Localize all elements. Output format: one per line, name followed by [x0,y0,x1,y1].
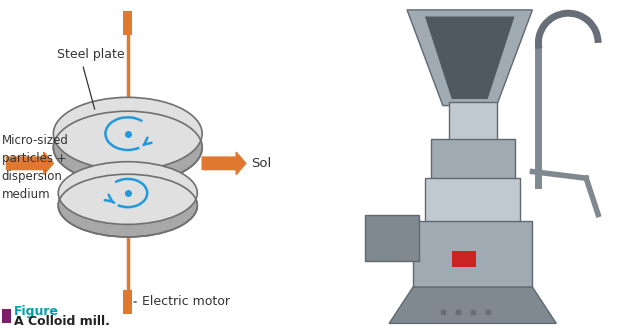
Ellipse shape [53,97,202,170]
Text: particles +: particles + [2,152,66,165]
Text: dispersion: dispersion [2,170,62,183]
Bar [452,251,476,267]
Text: Micro-sized: Micro-sized [2,134,68,147]
Text: medium: medium [2,188,50,201]
Bar [365,214,419,261]
Bar [123,290,132,314]
Text: Figure: Figure [14,305,58,318]
Text: Sol: Sol [251,157,271,170]
Text: Steel plate: Steel plate [57,48,124,61]
FancyArrow shape [6,152,53,175]
Polygon shape [58,193,197,206]
FancyArrow shape [202,152,246,175]
Polygon shape [53,134,202,148]
Text: Electric motor: Electric motor [142,295,230,309]
Bar [2,309,11,323]
Ellipse shape [58,162,197,224]
Bar [413,221,532,287]
Ellipse shape [53,111,202,184]
Polygon shape [425,16,514,99]
Ellipse shape [58,174,197,237]
Bar [449,102,496,145]
Polygon shape [389,287,556,323]
Bar [431,139,514,185]
Bar [123,11,132,35]
Polygon shape [407,10,532,106]
Bar [425,178,521,228]
Text: A Colloid mill.: A Colloid mill. [14,315,109,328]
